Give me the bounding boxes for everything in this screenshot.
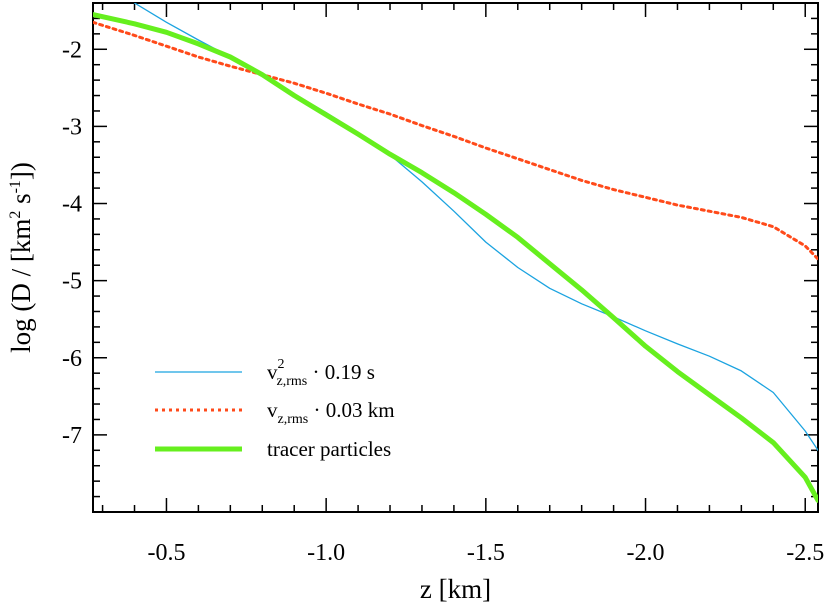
x-axis-title: z [km] xyxy=(420,574,491,604)
x-tick-label: -0.5 xyxy=(147,540,185,566)
y-tick-label: -3 xyxy=(62,114,82,140)
legend-label-tracer: tracer particles xyxy=(267,437,391,461)
series-line-vrms xyxy=(93,20,818,261)
legend-label-vsq: v2 z,rms · 0.19 s xyxy=(267,357,375,389)
legend-base: v xyxy=(267,360,278,384)
legend-label-vrms: vz,rms · 0.03 km xyxy=(267,398,395,427)
y-title-text: log (D / [km xyxy=(6,219,36,353)
legend-base: v xyxy=(267,398,278,422)
legend-subscript: z,rms xyxy=(277,374,308,389)
series-line-vsq xyxy=(133,3,818,451)
y-tick-label: -7 xyxy=(62,423,82,449)
legend-tail: · 0.19 s xyxy=(307,360,375,384)
y-title-text: s xyxy=(6,193,36,210)
x-tick-label: -1.5 xyxy=(467,540,505,566)
y-title-text: ]) xyxy=(6,162,36,180)
plot-border xyxy=(92,2,819,513)
y-tick-label: -4 xyxy=(62,192,82,218)
y-axis-title: log (D / [km2 s-1]) xyxy=(6,162,36,353)
y-title-superscript: -1 xyxy=(7,180,24,193)
legend-tail: · 0.03 km xyxy=(308,398,394,422)
series-layer xyxy=(93,3,818,503)
legend-superscript: 2 xyxy=(278,357,285,372)
x-tick-label: -2.5 xyxy=(786,540,824,566)
series-line-tracer xyxy=(93,12,818,503)
plot-frame xyxy=(92,2,819,513)
legend-subscript: z,rms xyxy=(278,412,309,427)
y-title-superscript: 2 xyxy=(7,211,24,219)
axis-ticks xyxy=(93,2,818,513)
y-tick-label: -2 xyxy=(62,37,82,63)
y-tick-label: -5 xyxy=(62,269,82,295)
x-tick-label: -1.0 xyxy=(307,540,345,566)
y-tick-label: -6 xyxy=(62,346,82,372)
tick-labels: -0.5 -1.0 -1.5 -2.0 -2.5 -2 -3 -4 -5 -6 -7 xyxy=(62,37,824,566)
x-tick-label: -2.0 xyxy=(627,540,665,566)
